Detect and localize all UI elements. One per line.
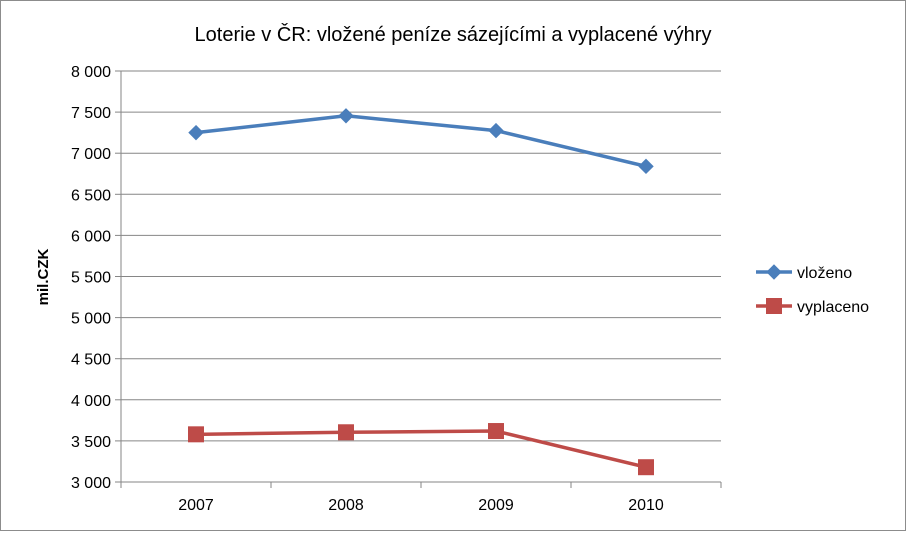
- y-tick-label: 5 500: [71, 270, 111, 287]
- legend-label: vyplaceno: [797, 299, 869, 316]
- y-tick-label: 8 000: [71, 64, 111, 81]
- series-line-2: [195, 429, 647, 469]
- legend-label: vloženo: [797, 265, 852, 282]
- x-tick-label: 2009: [478, 497, 514, 514]
- y-tick-label: 6 500: [71, 187, 111, 204]
- data-point-series-2: [188, 426, 204, 443]
- legend-marker: [766, 298, 782, 314]
- data-point-series-2: [338, 424, 354, 441]
- data-point-series-1: [638, 158, 654, 175]
- legend-marker: [766, 264, 782, 280]
- y-tick-label: 4 500: [71, 352, 111, 369]
- y-tick-label: 7 000: [71, 146, 111, 163]
- data-point-series-1: [188, 124, 204, 141]
- y-axis-label: mil.CZK: [35, 249, 52, 306]
- legend: vloženo vyplaceno: [756, 264, 869, 316]
- data-point-series-1: [488, 122, 504, 139]
- x-tick-label: 2008: [328, 497, 364, 514]
- axes: 3 000 3 500 4 000 4 500 5 000 5 500 6 000 6 500…: [71, 64, 722, 514]
- gridlines: [121, 70, 721, 442]
- series-line-1: [195, 114, 647, 169]
- series-group: [188, 108, 654, 476]
- x-tick-label: 2010: [628, 497, 664, 514]
- y-tick-label: 5 000: [71, 311, 111, 328]
- x-tick-label: 2007: [178, 497, 214, 514]
- y-tick-label: 6 000: [71, 228, 111, 245]
- chart-title: Loterie v ČR: vložené peníze sázejícími …: [195, 23, 712, 46]
- y-tick-label: 7 500: [71, 105, 111, 122]
- y-tick-label: 4 000: [71, 393, 111, 410]
- y-tick-label: 3 500: [71, 434, 111, 451]
- data-point-series-2: [638, 459, 654, 476]
- data-point-series-1: [338, 108, 354, 124]
- y-tick-label: 3 000: [71, 475, 111, 492]
- data-point-series-2: [488, 423, 504, 440]
